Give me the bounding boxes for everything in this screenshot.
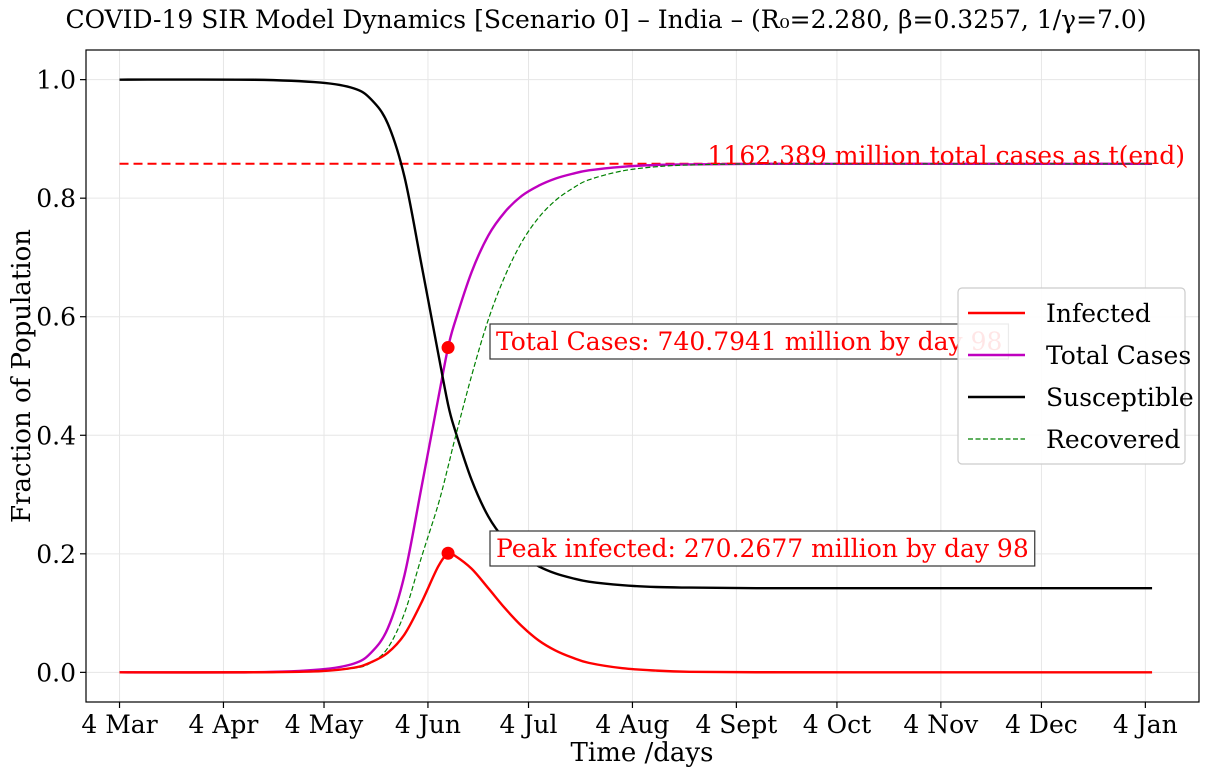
x-tick-label: 4 Mar (81, 710, 157, 739)
y-tick-label: 0.4 (36, 421, 76, 450)
annotation-peak-infected: Peak infected: 270.2677 million by day 9… (489, 530, 1036, 567)
x-tick-label: 4 Apr (189, 710, 259, 739)
x-ticks: 4 Mar 4 Apr 4 May 4 Jun 4 Jul 4 Aug 4 Sept 4 Oc… (81, 702, 1178, 739)
legend-label: Recovered (1046, 425, 1180, 454)
legend-label: Infected (1046, 299, 1151, 328)
annotation-total-cases: Total Cases: 740.7941 million by day 98 (489, 323, 1010, 360)
y-axis-label: Fraction of Population (7, 229, 37, 523)
y-tick-label: 0.0 (36, 658, 76, 687)
legend-box (957, 287, 1186, 465)
y-tick-label: 1.0 (36, 66, 76, 95)
x-tick-label: 4 Jan (1113, 710, 1178, 739)
peak-marker (441, 341, 455, 355)
legend: Infected Total Cases Susceptible Recovered (957, 287, 1194, 465)
annotation-peak-infected-box (489, 530, 1036, 567)
y-tick-label: 0.2 (36, 540, 76, 569)
y-tick-label: 0.8 (36, 184, 76, 213)
markers (441, 341, 455, 560)
x-tick-label: 4 Aug (595, 710, 669, 739)
annotation-end-total: 1162.389 million total cases as t(end) (708, 141, 1185, 170)
x-tick-label: 4 Nov (903, 710, 979, 739)
series-line-recovered (119, 163, 1153, 674)
annotation-total-cases-box (489, 323, 1010, 360)
annotation-total-cases-text: Total Cases: 740.7941 million by day 98 (496, 327, 1002, 356)
series-line-infected (119, 551, 1153, 674)
peak-marker (441, 546, 455, 560)
legend-label: Susceptible (1046, 383, 1194, 412)
plot-frame (85, 49, 1200, 703)
annotation-peak-infected-text: Peak infected: 270.2677 million by day 9… (496, 534, 1029, 563)
x-tick-label: 4 Dec (1005, 710, 1078, 739)
x-tick-label: 4 Jun (395, 710, 461, 739)
x-tick-label: 4 Sept (695, 710, 777, 739)
y-ticks: 0.0 0.2 0.4 0.6 0.8 1.0 (36, 66, 86, 687)
chart-title: COVID-19 SIR Model Dynamics [Scenario 0]… (65, 5, 1146, 34)
x-tick-label: 4 Oct (803, 710, 871, 739)
legend-label: Total Cases (1046, 341, 1191, 370)
x-tick-label: 4 May (285, 710, 364, 739)
x-tick-label: 4 Jul (500, 710, 558, 739)
x-axis-label: Time /days (571, 738, 714, 768)
y-tick-label: 0.6 (36, 303, 76, 332)
